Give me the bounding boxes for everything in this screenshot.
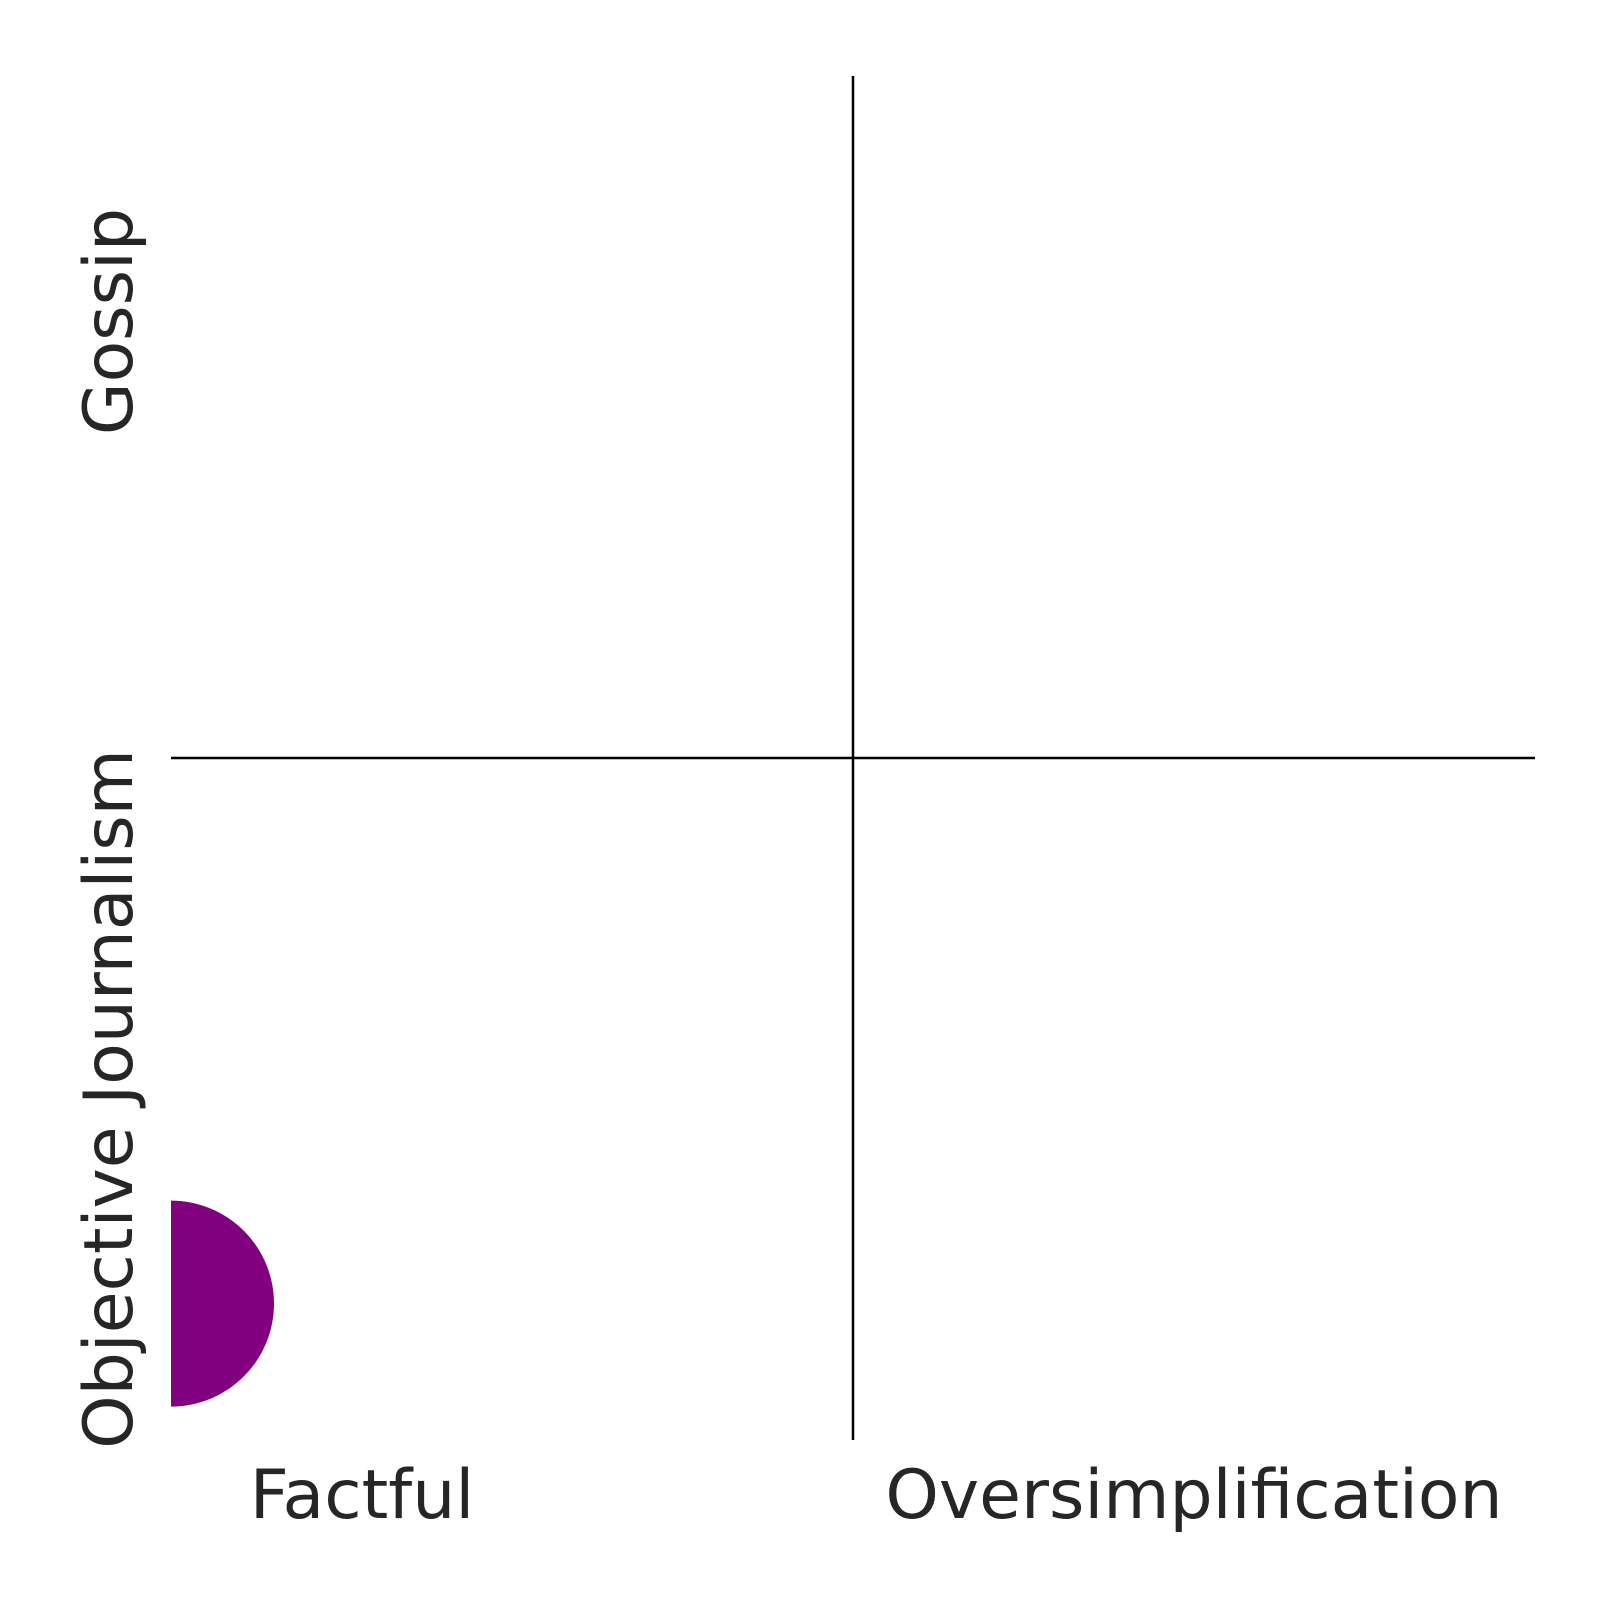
x-tick-label-2: Oversimplification (885, 1456, 1502, 1535)
y-tick-label-1: Objective Journalism (70, 749, 149, 1449)
x-tick-label-1: Factful (250, 1456, 475, 1535)
x-tick-labels: Factful Oversimplification (250, 1456, 1503, 1535)
points-layer (171, 1200, 274, 1407)
y-tick-label-2: Gossip (70, 208, 149, 435)
data-point-1 (171, 1200, 274, 1407)
y-tick-labels: Objective Journalism Gossip (70, 208, 149, 1449)
